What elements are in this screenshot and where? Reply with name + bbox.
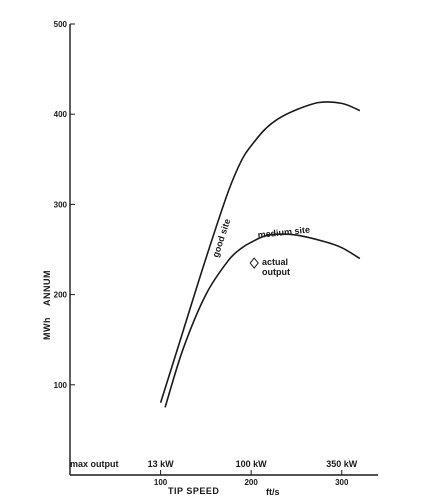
actual-output-marker	[249, 257, 259, 269]
y-tick-label-300: 300	[54, 200, 68, 209]
series-label-good-site: good site	[210, 217, 232, 258]
max-output-value-100: 13 kW	[148, 459, 175, 469]
x-tick-label-300: 300	[335, 478, 349, 487]
y-tick-label-100: 100	[54, 381, 68, 390]
actual-output-label-line2: output	[262, 267, 290, 277]
y-tick-label-200: 200	[54, 291, 68, 300]
x-axis-unit: ft/s	[266, 487, 280, 497]
y-axis-label: MWh	[42, 317, 52, 340]
max-output-label: max output	[70, 459, 119, 469]
x-tick-label-100: 100	[154, 478, 168, 487]
series-label-medium-site: medium site	[257, 225, 310, 240]
ticks: 100 200 300 400 500 100 200 300 13 kW 100 kW 350 k…	[54, 20, 358, 487]
series-line-good-site	[159, 101, 361, 404]
axes	[69, 24, 378, 476]
y-tick-label-500: 500	[54, 20, 68, 29]
y-tick-label-400: 400	[54, 110, 68, 119]
max-output-value-300: 350 kW	[326, 459, 358, 469]
curves	[159, 101, 361, 408]
y-axis-label-annum: ANNUM	[42, 270, 52, 306]
x-tick-label-200: 200	[244, 478, 258, 487]
actual-output-label-line1: actual	[262, 257, 288, 267]
max-output-value-200: 100 kW	[236, 459, 268, 469]
x-axis-label: TIP SPEED	[168, 486, 219, 496]
points	[249, 257, 259, 269]
labels: TIP SPEED ft/s MWh ANNUM good site mediu…	[42, 217, 310, 497]
series-line-medium-site	[164, 233, 361, 408]
